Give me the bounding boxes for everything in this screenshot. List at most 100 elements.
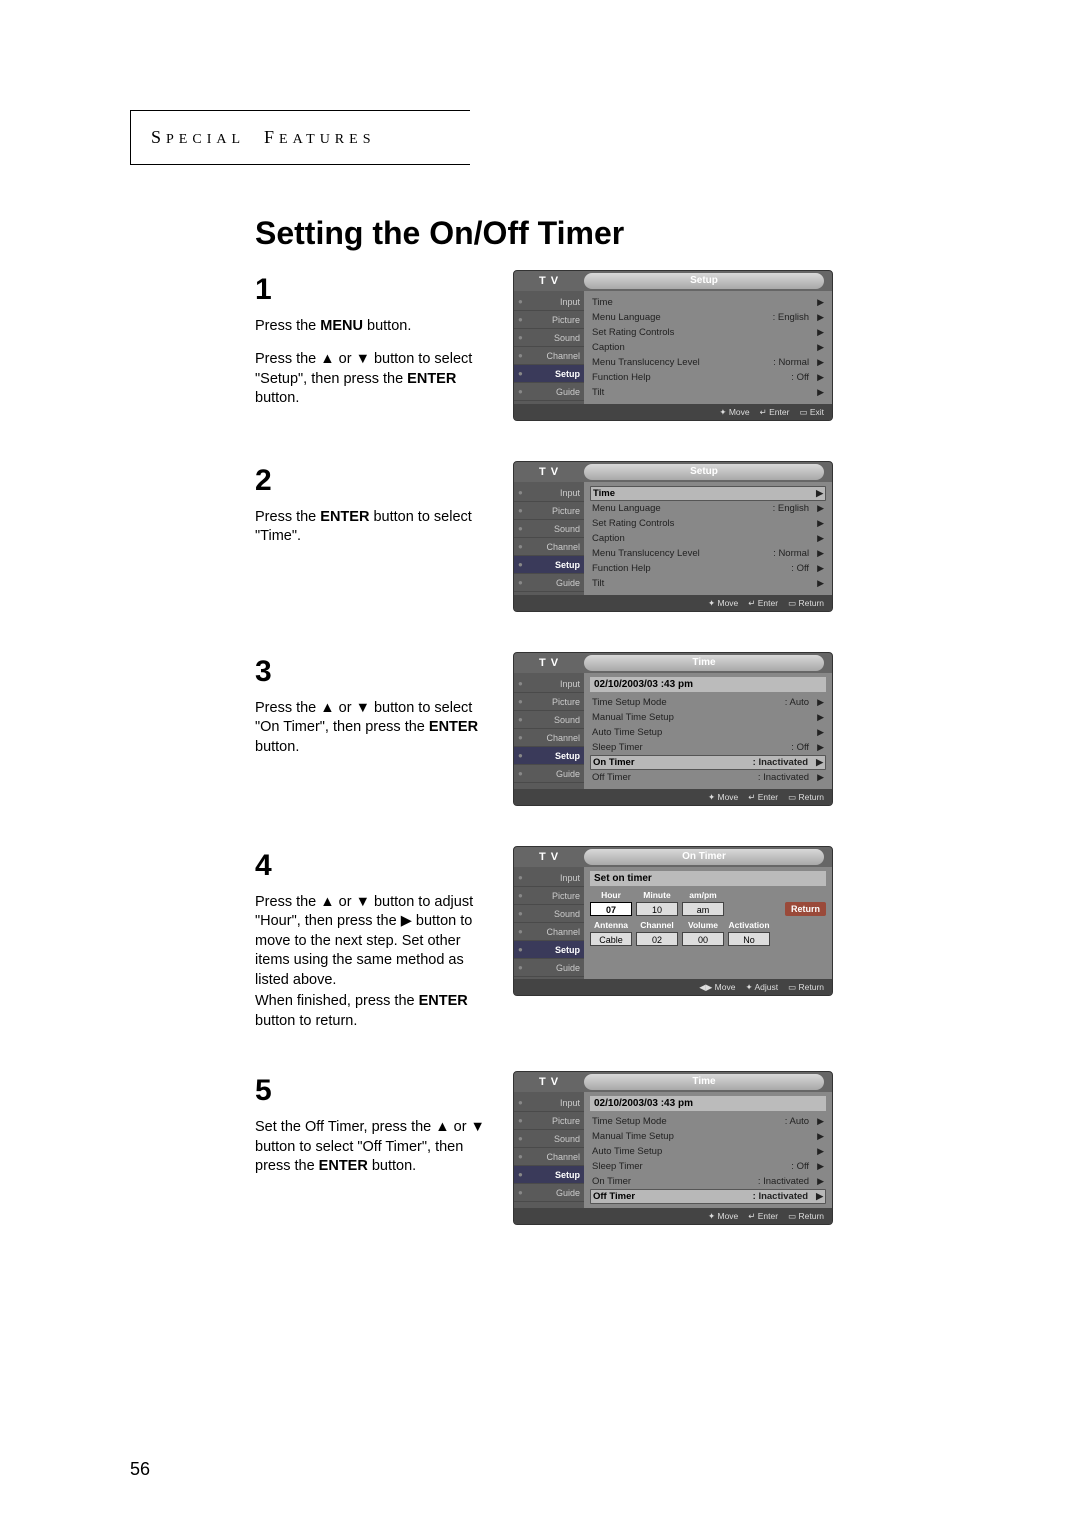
menu-tab: Time: [584, 1074, 824, 1090]
footer-hint: ↵ Enter: [748, 598, 778, 609]
menu-row: Menu Translucency Level: Normal▶: [590, 355, 826, 370]
step-number: 5: [255, 1071, 495, 1112]
sidebar-item: Sound: [514, 1130, 584, 1148]
sidebar-item: Guide: [514, 765, 584, 783]
tv-sidebar: InputPictureSoundChannelSetupGuide: [514, 867, 584, 979]
step-2: 2 Press the ENTER button to select "Time…: [255, 461, 950, 612]
footer-hint: ▭ Return: [788, 598, 824, 609]
menu-tab: Setup: [584, 273, 824, 289]
step-instruction: Set the Off Timer, press the ▲ or ▼ butt…: [255, 1118, 495, 1177]
datetime-header: 02/10/2003/03 :43 pm: [590, 1096, 826, 1111]
step-3: 3 Press the ▲ or ▼ button to select "On …: [255, 652, 950, 806]
footer-hint: ◀▶ Move: [699, 982, 735, 993]
field-label: Channel: [636, 920, 678, 930]
step-5: 5 Set the Off Timer, press the ▲ or ▼ bu…: [255, 1071, 950, 1225]
step-instruction: Press the ▲ or ▼ button to select "On Ti…: [255, 699, 495, 758]
tv-menu-ontimer: T VOn Timer InputPictureSoundChannelSetu…: [513, 846, 833, 996]
menu-row: Menu Translucency Level: Normal▶: [590, 546, 826, 561]
sidebar-item: Picture: [514, 502, 584, 520]
field-value: 07: [590, 902, 632, 916]
footer-hint: ✦ Adjust: [745, 982, 778, 993]
step-number: 2: [255, 461, 495, 502]
menu-row: Off Timer: Inactivated▶: [590, 1189, 826, 1204]
datetime-header: 02/10/2003/03 :43 pm: [590, 677, 826, 692]
sidebar-item: Channel: [514, 729, 584, 747]
sidebar-item: Guide: [514, 959, 584, 977]
tv-footer: ◀▶ Move ✦ Adjust ▭ Return: [514, 979, 832, 995]
tv-menu-time-2: T VTime InputPictureSoundChannelSetupGui…: [513, 1071, 833, 1225]
sidebar-item: Sound: [514, 905, 584, 923]
menu-row: Tilt▶: [590, 385, 826, 400]
sidebar-item: Input: [514, 1094, 584, 1112]
menu-row: Sleep Timer: Off▶: [590, 740, 826, 755]
step-3-text: 3 Press the ▲ or ▼ button to select "On …: [255, 652, 495, 757]
footer-hint: ✦ Move: [708, 792, 738, 803]
field-label: Antenna: [590, 920, 632, 930]
step-1: 1 Press the MENU button. Press the ▲ or …: [255, 270, 950, 421]
tv-sidebar: InputPictureSoundChannelSetupGuide: [514, 291, 584, 404]
sidebar-item: Sound: [514, 711, 584, 729]
menu-tab: On Timer: [584, 849, 824, 865]
menu-row: Time▶: [590, 295, 826, 310]
sidebar-item: Channel: [514, 1148, 584, 1166]
step-4: 4 Press the ▲ or ▼ button to adjust "Hou…: [255, 846, 950, 1031]
step-2-text: 2 Press the ENTER button to select "Time…: [255, 461, 495, 547]
page-number: 56: [130, 1459, 150, 1480]
step-instruction: Press the ENTER button to select "Time".: [255, 508, 495, 547]
tv-label: T V: [514, 466, 584, 478]
sidebar-item: Picture: [514, 311, 584, 329]
sidebar-item: Channel: [514, 538, 584, 556]
field-value: 10: [636, 902, 678, 916]
field-label: Hour: [590, 890, 632, 900]
field-value: No: [728, 932, 770, 946]
tv-main-panel: 02/10/2003/03 :43 pm Time Setup Mode: Aut…: [584, 673, 832, 789]
menu-row: Tilt▶: [590, 576, 826, 591]
sidebar-item: Guide: [514, 383, 584, 401]
footer-hint: ▭ Return: [788, 982, 824, 993]
menu-row: Auto Time Setup▶: [590, 725, 826, 740]
tv-menu-setup-1: T VSetup InputPictureSoundChannelSetupGu…: [513, 270, 833, 421]
return-button: Return: [785, 902, 826, 916]
tv-main-panel: 02/10/2003/03 :43 pmTime Setup Mode: Aut…: [584, 1092, 832, 1208]
menu-row: Auto Time Setup▶: [590, 1144, 826, 1159]
field-label: Activation: [728, 920, 770, 930]
section-header: SPECIAL FEATURES: [130, 110, 470, 165]
tv-label: T V: [514, 851, 584, 863]
tv-sidebar: InputPictureSoundChannelSetupGuide: [514, 1092, 584, 1208]
ontimer-title: Set on timer: [590, 871, 826, 886]
step-number: 3: [255, 652, 495, 693]
sidebar-item: Setup: [514, 556, 584, 574]
footer-hint: ↵ Enter: [760, 407, 790, 418]
step-instruction: Press the MENU button.: [255, 317, 495, 337]
menu-row: Manual Time Setup▶: [590, 710, 826, 725]
tv-sidebar: InputPictureSoundChannelSetupGuide: [514, 673, 584, 789]
tv-footer: ✦ Move ↵ Enter ▭ Return: [514, 595, 832, 611]
step-5-text: 5 Set the Off Timer, press the ▲ or ▼ bu…: [255, 1071, 495, 1176]
footer-hint: ✦ Move: [708, 598, 738, 609]
menu-row: On Timer: Inactivated▶: [590, 1174, 826, 1189]
header-text: SPECIAL FEATURES: [151, 127, 375, 147]
footer-hint: ▭ Exit: [799, 407, 824, 418]
menu-row: Menu Language: English▶: [590, 501, 826, 516]
sidebar-item: Channel: [514, 347, 584, 365]
menu-row: Time Setup Mode: Auto▶: [590, 695, 826, 710]
footer-hint: ▭ Return: [788, 1211, 824, 1222]
tv-main-panel: Set on timerHourMinuteam/pm0710amReturnA…: [584, 867, 832, 979]
tv-main-panel: Time▶Menu Language: English▶Set Rating C…: [584, 482, 832, 595]
field-label: Volume: [682, 920, 724, 930]
step-number: 4: [255, 846, 495, 887]
tv-footer: ✦ Move↵ Enter▭ Return: [514, 789, 832, 805]
sidebar-item: Setup: [514, 1166, 584, 1184]
menu-row: Set Rating Controls▶: [590, 325, 826, 340]
menu-row: Manual Time Setup▶: [590, 1129, 826, 1144]
tv-main-panel: Time▶Menu Language: English▶Set Rating C…: [584, 291, 832, 404]
step-instruction: Press the ▲ or ▼ button to adjust "Hour"…: [255, 893, 495, 991]
menu-row: Caption▶: [590, 340, 826, 355]
field-value: Cable: [590, 932, 632, 946]
footer-hint: ✦ Move: [719, 407, 749, 418]
step-1-text: 1 Press the MENU button. Press the ▲ or …: [255, 270, 495, 409]
sidebar-item: Input: [514, 484, 584, 502]
sidebar-item: Setup: [514, 365, 584, 383]
sidebar-item: Input: [514, 675, 584, 693]
sidebar-item: Channel: [514, 923, 584, 941]
